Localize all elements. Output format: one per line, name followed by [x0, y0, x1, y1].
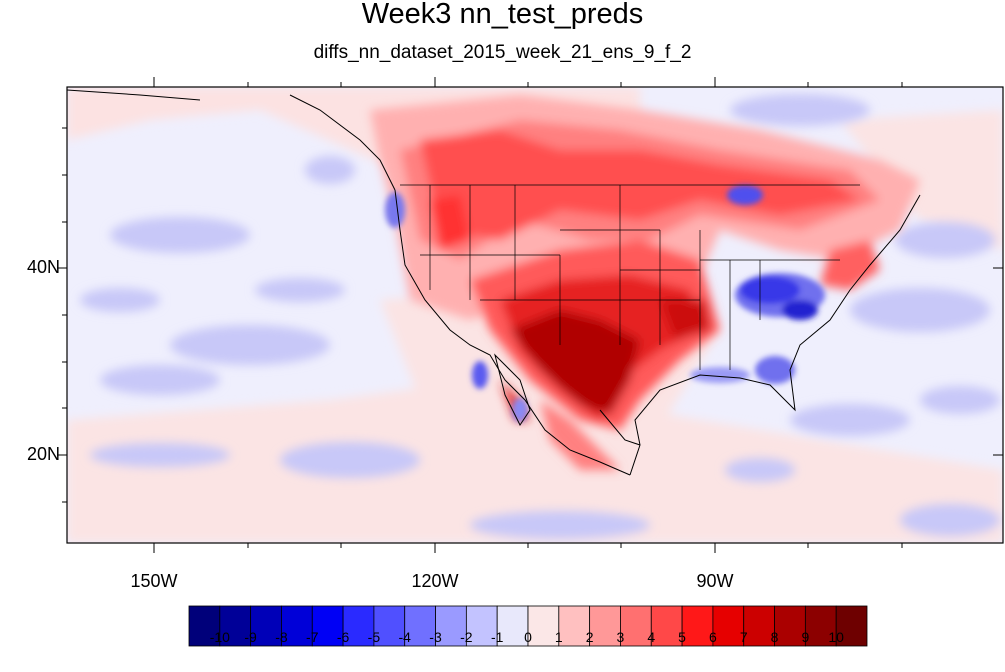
colorbar-swatch — [712, 605, 745, 647]
colorbar-swatch — [589, 605, 621, 647]
colorbar — [188, 605, 868, 647]
colorbar-swatch — [743, 605, 775, 647]
colorbar-tick-label: 5 — [678, 629, 686, 645]
colorbar-swatch — [404, 605, 436, 647]
colorbar-tick-label: 8 — [770, 629, 779, 645]
lat-label-20n: 20N — [26, 444, 60, 464]
colorbar-tick-label: -3 — [429, 629, 442, 645]
tick-marks — [57, 77, 1003, 553]
colorbar-tick-label: -4 — [398, 629, 411, 645]
colorbar-swatch — [496, 605, 529, 647]
map-field — [67, 87, 1003, 543]
colorbar-swatch — [650, 605, 683, 647]
colorbar-swatch — [342, 605, 375, 647]
state-borders — [400, 184, 860, 370]
colorbar-swatch — [250, 605, 282, 647]
colorbar-tick-label: 0 — [524, 629, 532, 645]
colorbar-swatch — [774, 605, 806, 647]
field-light-blue — [80, 94, 1000, 539]
colorbar-swatch — [465, 605, 498, 647]
field-cold-anomaly — [385, 185, 825, 422]
map-title: Week3 nn_test_preds — [361, 0, 644, 30]
colorbar-tick-label: -10 — [209, 629, 230, 645]
colorbar-swatch — [281, 605, 313, 647]
colorbar-tick-label: 10 — [828, 629, 844, 645]
colorbar-tick-label: 3 — [616, 629, 625, 645]
colorbar-tick-label: -8 — [275, 629, 288, 645]
colorbar-tick-label: -5 — [367, 629, 381, 645]
lon-label-90w: 90W — [696, 571, 734, 591]
colorbar-tick-label: 9 — [801, 629, 810, 645]
colorbar-tick-label: 4 — [647, 629, 656, 645]
colorbar-tick-label: 2 — [585, 629, 594, 645]
colorbar-tick-label: 1 — [554, 629, 563, 645]
colorbar-swatch — [681, 605, 714, 647]
colorbar-tick-label: -9 — [244, 629, 257, 645]
colorbar-swatch — [527, 605, 560, 647]
coastlines — [67, 89, 921, 476]
colorbar-tick-label: -7 — [306, 629, 319, 645]
colorbar-tick-label: -1 — [490, 629, 504, 645]
colorbar-tick-label: -2 — [460, 629, 473, 645]
colorbar-tick-label: 6 — [709, 629, 717, 645]
colorbar-tick-label: -6 — [336, 629, 350, 645]
colorbar-swatch — [219, 605, 252, 647]
colorbar-tick-label: 7 — [739, 629, 748, 645]
lon-label-120w: 120W — [411, 571, 459, 591]
map-subtitle: diffs_nn_dataset_2015_week_21_ens_9_f_2 — [313, 42, 692, 63]
lat-label-40n: 40N — [26, 257, 60, 277]
lon-label-150w: 150W — [130, 571, 178, 591]
colorbar-swatch — [804, 605, 837, 647]
colorbar-swatch — [835, 605, 868, 647]
